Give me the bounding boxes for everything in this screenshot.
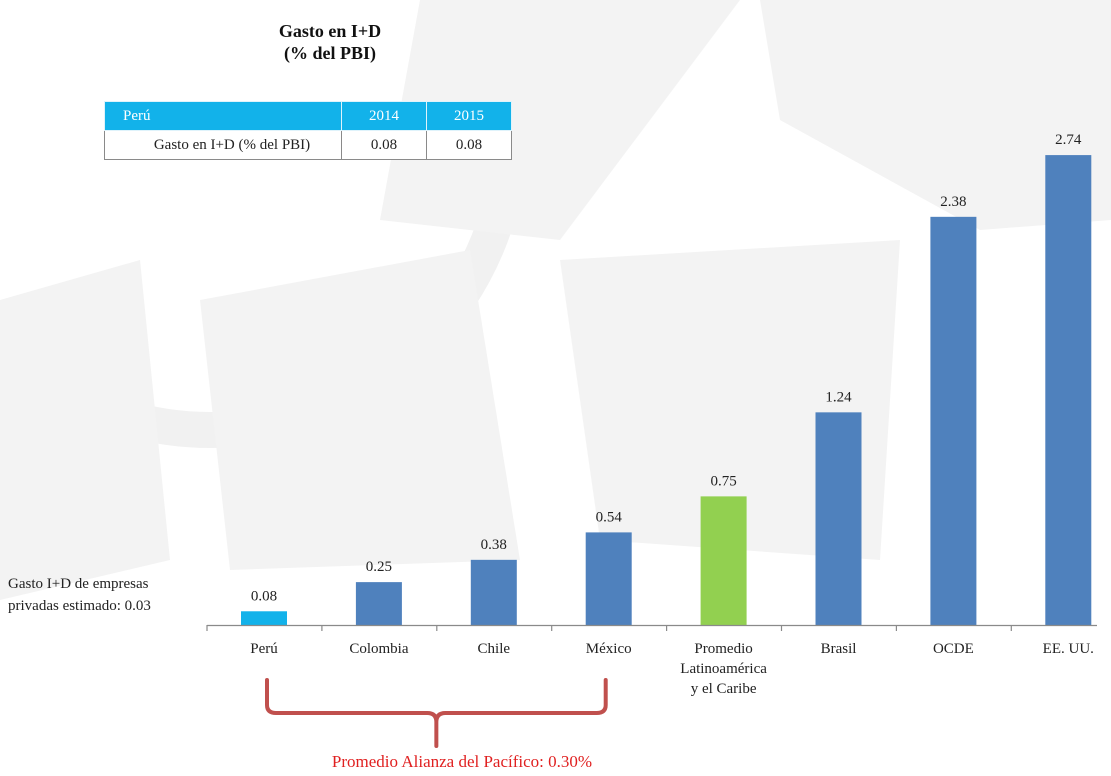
data-label-promedio-latinoamerica-y-el-caribe: 0.75: [710, 473, 736, 489]
tick-label-brasil: Brasil: [821, 641, 857, 657]
tick-label-promedio-latinoamerica-y-el-caribe: Promedio: [694, 641, 752, 657]
tick-label-chile: Chile: [478, 641, 511, 657]
table-cell-indicator: Gasto en I+D (% del PBI): [104, 130, 342, 160]
pacific-alliance-bracket: [265, 678, 608, 748]
data-label-peru: 0.08: [251, 588, 277, 604]
tick-label-colombia: Colombia: [349, 641, 409, 657]
private-spending-note: Gasto I+D de empresas privadas estimado:…: [8, 573, 208, 617]
bar-brasil: [815, 412, 862, 625]
bar-ee-uu: [1045, 155, 1092, 625]
bar-peru: [241, 611, 287, 625]
private-spending-note-line-1: Gasto I+D de empresas: [8, 576, 149, 592]
tick-label-peru: Perú: [250, 641, 278, 657]
bar-ocde: [930, 216, 977, 625]
table-cell-2014: 0.08: [341, 130, 427, 160]
data-label-mexico: 0.54: [596, 509, 623, 525]
private-spending-note-line-2: privadas estimado: 0.03: [8, 598, 151, 614]
tick-label-mexico: México: [586, 641, 632, 657]
data-label-brasil: 1.24: [825, 389, 852, 405]
data-label-colombia: 0.25: [366, 559, 392, 575]
table-cell-2015: 0.08: [426, 130, 512, 160]
tick-label-promedio-latinoamerica-y-el-caribe-line-3: y el Caribe: [691, 681, 757, 697]
tick-label-promedio-latinoamerica-y-el-caribe-line-2: Latinoamérica: [680, 661, 767, 677]
bar-colombia: [355, 582, 402, 625]
tick-label-ee-uu: EE. UU.: [1043, 641, 1094, 657]
data-label-chile: 0.38: [481, 537, 507, 553]
table-row: Gasto en I+D (% del PBI) 0.08 0.08: [104, 130, 512, 160]
data-label-ee-uu: 2.74: [1055, 132, 1082, 148]
bar-promedio-latinoamerica-y-el-caribe: [700, 496, 747, 625]
bar-chile: [470, 559, 517, 625]
data-label-ocde: 2.38: [940, 194, 966, 210]
table-header-row: Perú 2014 2015: [104, 101, 512, 131]
chart-title-line-1: Gasto en I+D: [278, 21, 382, 41]
chart-title-line-2: (% del PBI): [284, 43, 376, 63]
bar-mexico: [585, 532, 632, 625]
table-header-country: Perú: [104, 101, 342, 131]
peru-data-table: Perú 2014 2015 Gasto en I+D (% del PBI) …: [104, 101, 512, 160]
pacific-alliance-average-label: Promedio Alianza del Pacífico: 0.30%: [331, 752, 593, 771]
tick-label-ocde: OCDE: [933, 641, 974, 657]
chart-title: Gasto en I+D (% del PBI): [230, 20, 430, 64]
